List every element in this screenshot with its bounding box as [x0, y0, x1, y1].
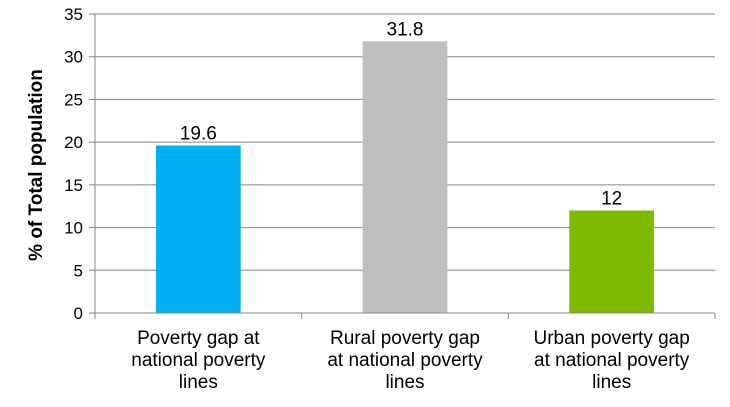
y-tick-label: 5 — [74, 261, 83, 280]
y-tick-label: 35 — [64, 5, 83, 24]
y-tick-label: 10 — [64, 219, 83, 238]
y-tick-label: 30 — [64, 48, 83, 67]
y-tick-label: 0 — [74, 304, 83, 323]
x-category-label: Urban poverty gap at national poverty line… — [534, 328, 690, 393]
data-label: 31.8 — [387, 19, 424, 40]
y-tick-label: 20 — [64, 133, 83, 152]
y-axis-label: % of Total population — [26, 69, 47, 261]
bar — [155, 145, 241, 313]
y-axis-tick-labels: 0 5 10 15 20 25 30 35 — [64, 5, 83, 323]
bars — [155, 41, 655, 313]
x-category-label: Poverty gap at national poverty lines — [131, 328, 266, 393]
x-axis — [94, 14, 716, 319]
y-tick-label: 15 — [64, 176, 83, 195]
data-label: 19.6 — [180, 124, 217, 145]
data-labels: 19.6 31.8 12 — [180, 19, 622, 209]
bar — [362, 41, 448, 313]
data-label: 12 — [601, 188, 622, 209]
bar — [569, 210, 655, 313]
x-category-label: Rural poverty gap at national poverty line… — [327, 328, 483, 393]
x-axis-category-labels: Poverty gap at national poverty lines Rural… — [131, 328, 690, 393]
y-tick-label: 25 — [64, 90, 83, 109]
